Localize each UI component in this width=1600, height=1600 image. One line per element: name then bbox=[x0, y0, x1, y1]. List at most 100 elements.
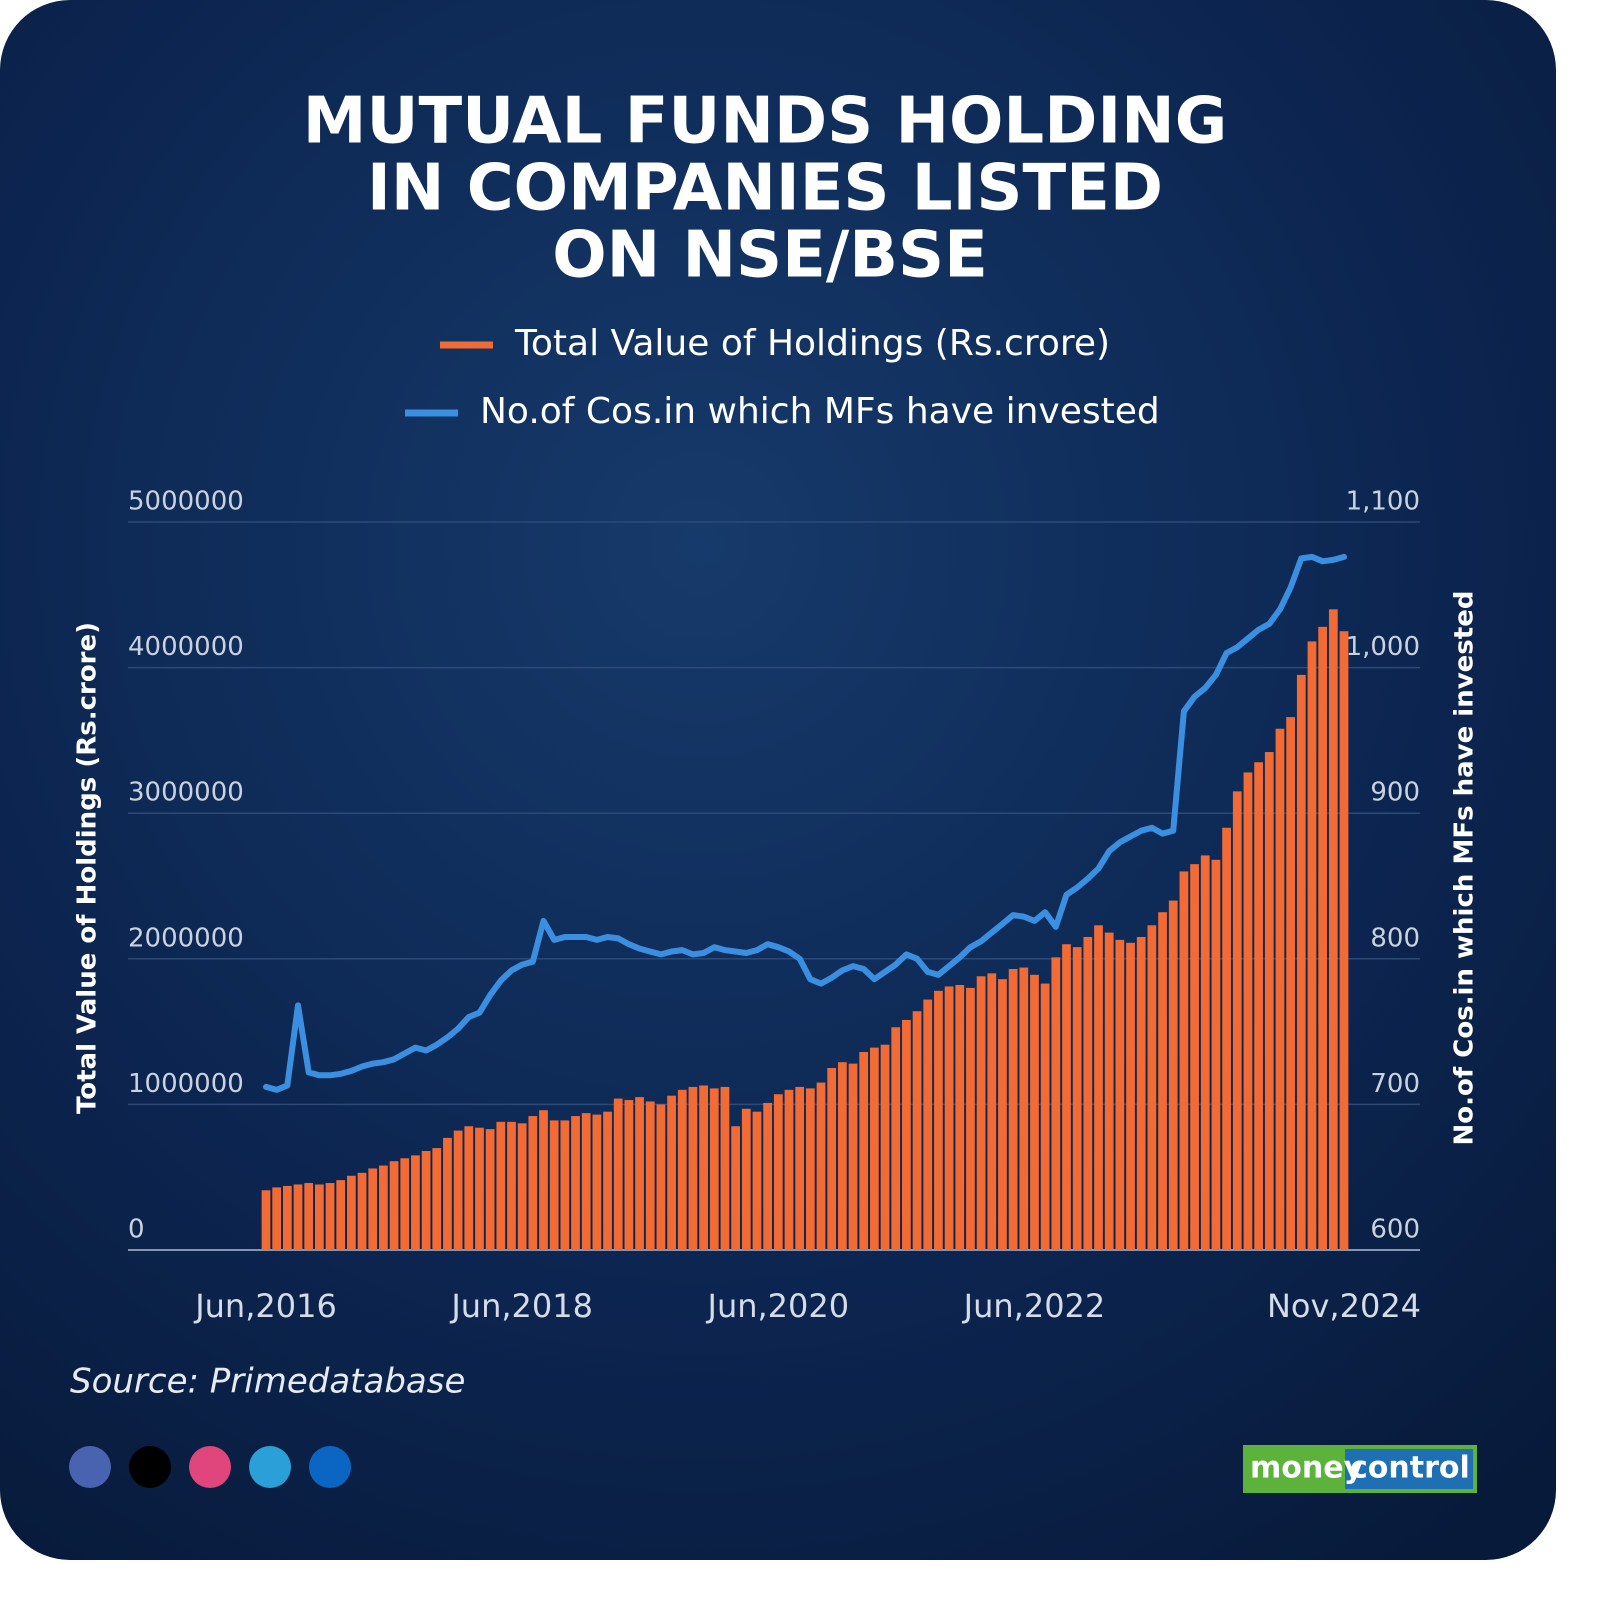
bar bbox=[624, 1100, 634, 1250]
bar bbox=[1083, 936, 1093, 1250]
line bbox=[263, 553, 1347, 1093]
instagram-icon[interactable] bbox=[189, 1446, 231, 1488]
y-tick-label: 1000000 bbox=[128, 1069, 244, 1099]
bar bbox=[464, 1126, 474, 1250]
bar bbox=[1094, 925, 1103, 1250]
bar bbox=[720, 1086, 730, 1250]
bar bbox=[1126, 942, 1135, 1250]
bar bbox=[261, 1190, 271, 1250]
bar bbox=[432, 1148, 442, 1250]
bar bbox=[1264, 752, 1274, 1250]
bar bbox=[282, 1185, 292, 1250]
y2-tick-label: 900 bbox=[1370, 778, 1420, 808]
bar bbox=[891, 1027, 901, 1250]
bar bbox=[1328, 609, 1338, 1250]
bar bbox=[496, 1121, 506, 1250]
bar bbox=[581, 1113, 591, 1250]
bar bbox=[752, 1111, 762, 1250]
bar bbox=[1030, 974, 1039, 1250]
bar bbox=[443, 1137, 452, 1250]
logo: money control bbox=[1243, 1445, 1477, 1493]
bar bbox=[795, 1086, 805, 1250]
bar bbox=[272, 1187, 282, 1250]
y-tick-label: 5000000 bbox=[128, 487, 244, 517]
bar bbox=[645, 1101, 655, 1250]
bar bbox=[325, 1183, 335, 1250]
logo-text: money bbox=[1250, 1451, 1364, 1486]
y2-axis-title: No.of Cos.in which MFs have invested bbox=[1450, 591, 1480, 1146]
y-tick-label: 0 bbox=[128, 1215, 145, 1245]
bar bbox=[1254, 762, 1263, 1250]
linkedin-icon[interactable] bbox=[309, 1446, 351, 1488]
bar bbox=[741, 1108, 751, 1250]
chart-title: ON NSE/BSE bbox=[552, 219, 988, 293]
x-tick-label: Jun,2016 bbox=[193, 1287, 337, 1325]
bar bbox=[987, 973, 997, 1250]
bar bbox=[347, 1175, 356, 1250]
bar bbox=[603, 1111, 612, 1250]
bar bbox=[998, 979, 1007, 1250]
bar bbox=[1019, 967, 1029, 1250]
bar bbox=[1275, 728, 1285, 1250]
bar bbox=[528, 1116, 538, 1250]
bar bbox=[475, 1127, 484, 1250]
bar bbox=[1115, 939, 1125, 1250]
bar bbox=[592, 1114, 602, 1250]
bar bbox=[1168, 900, 1178, 1250]
y2-tick-label: 1,100 bbox=[1346, 487, 1420, 517]
bar bbox=[709, 1088, 719, 1250]
x-icon[interactable] bbox=[129, 1446, 171, 1488]
bar bbox=[517, 1123, 527, 1250]
bar bbox=[613, 1098, 623, 1250]
bar bbox=[549, 1120, 559, 1250]
chart-title: IN COMPANIES LISTED bbox=[367, 152, 1163, 226]
bar bbox=[976, 976, 986, 1250]
bar bbox=[368, 1168, 378, 1250]
bar bbox=[453, 1130, 463, 1250]
logo-text: control bbox=[1350, 1451, 1470, 1486]
bar bbox=[966, 987, 975, 1250]
bar bbox=[411, 1155, 420, 1250]
bar bbox=[1232, 791, 1242, 1250]
bar bbox=[870, 1047, 879, 1250]
x-tick-label: Jun,2018 bbox=[449, 1287, 593, 1325]
bar bbox=[827, 1068, 837, 1250]
chart-title: MUTUAL FUNDS HOLDING bbox=[303, 85, 1227, 159]
bar bbox=[293, 1184, 303, 1250]
bar bbox=[923, 999, 933, 1250]
bar bbox=[1062, 944, 1071, 1250]
bar bbox=[1190, 864, 1199, 1250]
bar bbox=[912, 1011, 922, 1250]
bar bbox=[336, 1180, 346, 1250]
bar bbox=[1158, 912, 1167, 1250]
bar bbox=[357, 1172, 367, 1250]
bar bbox=[1222, 827, 1231, 1250]
bar bbox=[784, 1089, 794, 1250]
bar bbox=[507, 1121, 516, 1250]
y2-tick-label: 800 bbox=[1370, 923, 1420, 953]
bar bbox=[1072, 947, 1082, 1250]
y2-tick-label: 1,000 bbox=[1346, 632, 1420, 662]
y-tick-label: 2000000 bbox=[128, 923, 244, 953]
y-tick-label: 4000000 bbox=[128, 632, 244, 662]
bar bbox=[944, 986, 954, 1250]
bar bbox=[1339, 631, 1349, 1250]
bar bbox=[1147, 925, 1157, 1250]
bar bbox=[805, 1088, 815, 1250]
telegram-icon[interactable] bbox=[249, 1446, 291, 1488]
bar bbox=[635, 1097, 644, 1250]
bar bbox=[656, 1104, 666, 1250]
bar bbox=[1008, 968, 1018, 1250]
bar bbox=[560, 1120, 570, 1250]
legend-label: No.of Cos.in which MFs have invested bbox=[480, 391, 1160, 432]
bar bbox=[485, 1129, 495, 1250]
bar bbox=[379, 1165, 388, 1250]
bar bbox=[955, 985, 965, 1250]
x-tick-label: Jun,2020 bbox=[706, 1287, 850, 1325]
facebook-icon[interactable] bbox=[69, 1446, 111, 1488]
bar bbox=[421, 1150, 431, 1250]
social-icons bbox=[69, 1446, 351, 1488]
bar bbox=[848, 1063, 858, 1250]
bar bbox=[880, 1044, 890, 1250]
